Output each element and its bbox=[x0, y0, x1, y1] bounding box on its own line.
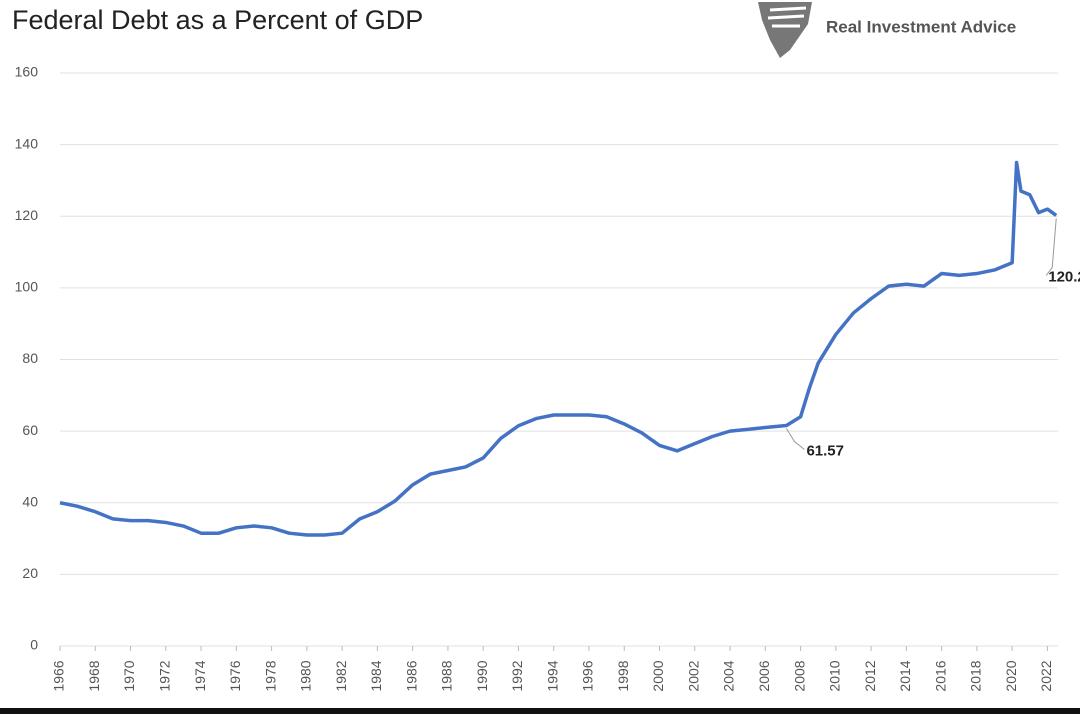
x-tick-label: 1996 bbox=[580, 660, 596, 691]
annotation: 61.57 bbox=[806, 442, 844, 459]
x-tick-label: 2010 bbox=[827, 660, 843, 691]
x-tick-label: 2006 bbox=[756, 660, 772, 691]
x-tick-label: 1966 bbox=[51, 660, 67, 691]
y-tick-label: 40 bbox=[22, 493, 38, 509]
x-tick-label: 2002 bbox=[685, 660, 701, 691]
x-tick-label: 1972 bbox=[156, 660, 172, 691]
x-tick-label: 2018 bbox=[968, 660, 984, 691]
x-tick-label: 1992 bbox=[509, 660, 525, 691]
x-tick-label: 1968 bbox=[86, 660, 102, 691]
y-tick-label: 20 bbox=[22, 565, 38, 581]
y-tick-label: 0 bbox=[30, 637, 38, 653]
x-tick-label: 1976 bbox=[227, 660, 243, 691]
x-tick-label: 1998 bbox=[615, 660, 631, 691]
logo bbox=[758, 2, 812, 58]
chart-title: Federal Debt as a Percent of GDP bbox=[12, 5, 423, 35]
x-tick-label: 1978 bbox=[262, 660, 278, 691]
y-tick-label: 80 bbox=[22, 350, 38, 366]
x-tick-label: 2004 bbox=[721, 660, 737, 691]
y-tick-label: 60 bbox=[22, 422, 38, 438]
x-tick-label: 1984 bbox=[368, 660, 384, 691]
x-tick-label: 1994 bbox=[544, 660, 560, 691]
x-tick-label: 1986 bbox=[403, 660, 419, 691]
annotation-leader bbox=[786, 428, 805, 450]
x-tick-label: 2022 bbox=[1038, 660, 1054, 691]
x-tick-label: 2016 bbox=[932, 660, 948, 691]
y-tick-label: 140 bbox=[15, 135, 39, 151]
annotation-leader bbox=[1045, 218, 1057, 276]
x-tick-label: 2014 bbox=[897, 660, 913, 691]
x-tick-label: 1988 bbox=[439, 660, 455, 691]
x-tick-label: 1990 bbox=[474, 660, 490, 691]
annotation: 120.23 bbox=[1048, 268, 1080, 285]
brand: Real Investment Advice bbox=[826, 17, 1016, 36]
x-tick-label: 1970 bbox=[121, 660, 137, 691]
y-tick-label: 100 bbox=[15, 279, 39, 295]
y-tick-label: 160 bbox=[15, 64, 39, 80]
bottom-bar bbox=[0, 708, 1080, 714]
x-tick-label: 2012 bbox=[862, 660, 878, 691]
x-tick-label: 1974 bbox=[192, 660, 208, 691]
x-tick-label: 2000 bbox=[650, 660, 666, 691]
series-line bbox=[59, 160, 1058, 537]
x-tick-label: 1980 bbox=[298, 660, 314, 691]
y-tick-label: 120 bbox=[15, 207, 39, 223]
x-tick-label: 2020 bbox=[1003, 660, 1019, 691]
x-tick-label: 1982 bbox=[333, 660, 349, 691]
x-tick-label: 2008 bbox=[791, 660, 807, 691]
